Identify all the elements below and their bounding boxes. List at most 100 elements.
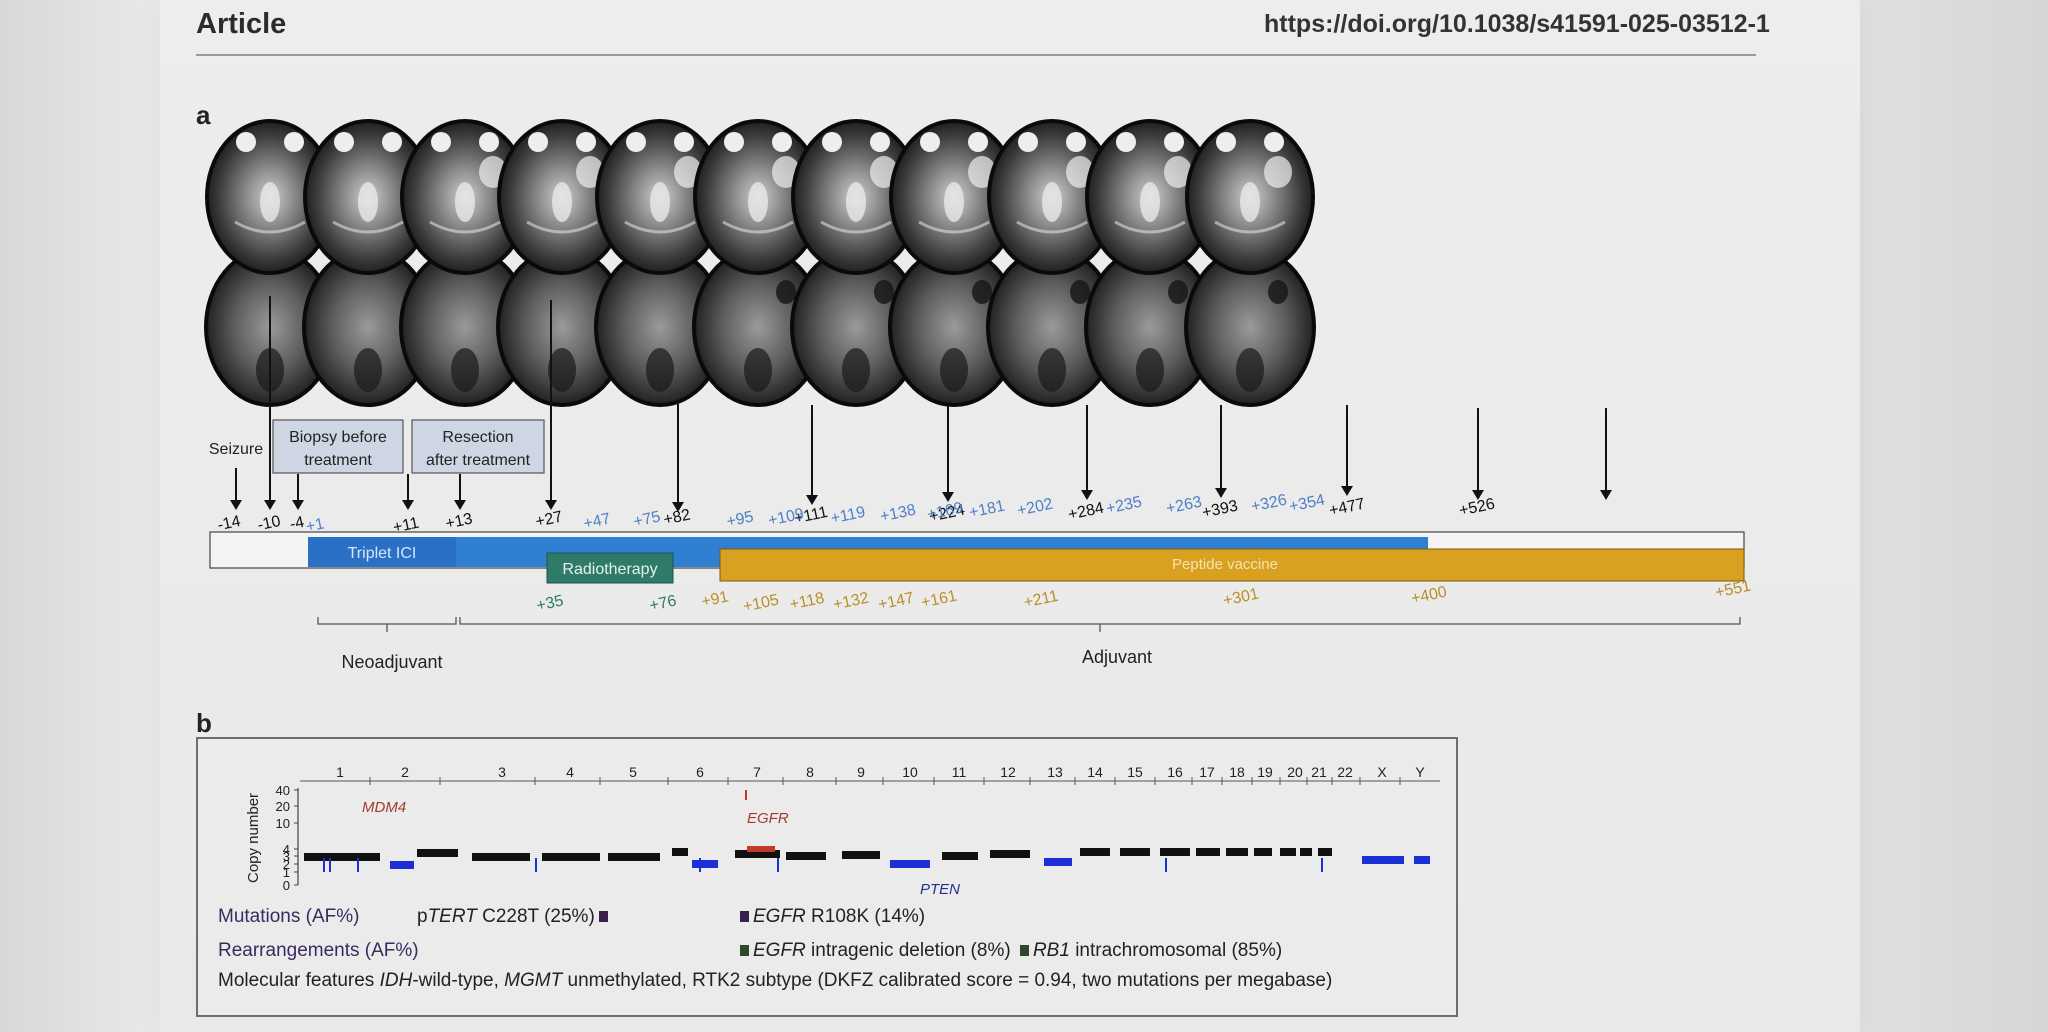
chromosome-label: 12: [1000, 764, 1016, 780]
cn-segment-14: [990, 850, 1030, 858]
mri-scan-5: [594, 119, 726, 407]
top-day-label: -14: [216, 513, 242, 534]
cn-segment-18: [1160, 848, 1190, 856]
cn-segment-24: [1318, 848, 1332, 856]
panel-b-label: b: [196, 708, 212, 738]
cn-segment-7: [672, 848, 688, 856]
cn-segment-4: [472, 853, 530, 861]
chromosome-label: 17: [1199, 764, 1215, 780]
cn-segment-17: [1120, 848, 1150, 856]
gene-pten-label: PTEN: [920, 881, 960, 898]
doi-link[interactable]: https://doi.org/10.1038/s41591-025-03512…: [1264, 10, 1770, 38]
top-day-label: +82: [662, 506, 692, 528]
mutations-row: Mutations (AF%): [218, 906, 359, 928]
rearrangement-marker-icon: [740, 945, 749, 957]
journal-section-label: Article: [196, 8, 287, 40]
chromosome-label: 5: [629, 764, 637, 780]
molecular-features-row: Molecular features IDH-wild-type, MGMT u…: [218, 970, 1333, 991]
event-seizure-label: Seizure: [209, 441, 263, 458]
chromosome-label: 13: [1047, 764, 1063, 780]
mri-scan-8: [888, 119, 1020, 407]
chromosome-label: 10: [902, 764, 918, 780]
chromosome-label: 7: [753, 764, 761, 780]
mri-scan-3: [399, 119, 531, 407]
chromosome-label: Y: [1415, 764, 1425, 780]
event-biopsy-box: [272, 419, 404, 474]
top-day-label: +11: [392, 515, 421, 537]
rearrangements-row: Rearrangements (AF%): [218, 940, 419, 962]
cn-segment-23: [1300, 848, 1312, 856]
chromosome-label: 1: [336, 764, 344, 780]
neoadjuvant-label: Neoadjuvant: [341, 652, 442, 672]
chromosome-label: 8: [806, 764, 814, 780]
mutation-egfr: EGFR R108K (14%): [740, 906, 925, 928]
chromosome-label: 15: [1127, 764, 1143, 780]
chromosome-label: 4: [566, 764, 574, 780]
cn-segment-11: [842, 851, 880, 859]
treatment-timeline: Seizure Biopsy before treatment Resectio…: [209, 296, 1753, 672]
event-biopsy-line1: Biopsy before: [289, 429, 387, 446]
cn-segment-6: [608, 853, 660, 861]
chromosome-label: 6: [696, 764, 704, 780]
chromosome-label: 3: [498, 764, 506, 780]
y-tick-label: 40: [276, 783, 290, 798]
radiotherapy-label: Radiotherapy: [562, 561, 657, 578]
cn-segment-10: [786, 852, 826, 860]
event-resection-box: [411, 419, 545, 474]
event-biopsy-line2: treatment: [304, 452, 372, 469]
y-tick-label: 20: [276, 799, 290, 814]
top-day-label: +75: [632, 508, 662, 530]
bottom-day-label: +35: [535, 592, 565, 614]
bottom-day-label: +91: [700, 588, 730, 610]
event-boxes: Seizure Biopsy before treatment Resectio…: [209, 419, 545, 474]
gene-mdm4-label: MDM4: [362, 799, 406, 816]
chromosome-label: 11: [952, 764, 967, 780]
genomics-panel: [196, 737, 1458, 1017]
top-day-label: -4: [288, 514, 306, 534]
timeline-arrows: [230, 296, 1612, 512]
chromosome-label: 9: [857, 764, 865, 780]
triplet-ici-label: Triplet ICI: [348, 545, 417, 562]
chromosome-label: 18: [1229, 764, 1245, 780]
top-day-label: +95: [725, 508, 755, 530]
mri-scan-7: [790, 119, 922, 407]
top-day-label: +27: [534, 508, 564, 530]
phase-brackets: [317, 617, 1741, 632]
triplet-ici-bar-highlight: [308, 537, 456, 567]
top-day-label: +13: [444, 510, 474, 532]
mri-scan-2: [302, 119, 434, 407]
cn-segment-26: [1414, 856, 1430, 864]
chromosome-label: 22: [1337, 764, 1353, 780]
y-tick-label: 1: [283, 865, 290, 880]
y-axis-label: Copy number: [245, 793, 262, 883]
cn-segment-2: [390, 861, 414, 869]
peptide-vaccine-label: Peptide vaccine: [1172, 556, 1278, 573]
mri-scan-row: [204, 119, 1316, 407]
y-tick-label: 10: [276, 816, 290, 831]
rearrangement-marker-icon: [1019, 945, 1029, 957]
cn-segment-21: [1254, 848, 1272, 856]
copy-number-segments: [304, 790, 1430, 872]
mri-scan-6: [692, 119, 824, 407]
y-tick-label: 2: [283, 857, 290, 872]
y-tick-label: 0: [283, 878, 290, 893]
adjuvant-label: Adjuvant: [1082, 647, 1152, 667]
radiotherapy-bar: [546, 552, 674, 584]
cn-segment-22: [1280, 848, 1296, 856]
bottom-day-label: +76: [648, 592, 678, 614]
cn-segment-9: [735, 850, 780, 858]
cn-segment-16: [1080, 848, 1110, 856]
mutations-label: Mutations (AF%): [218, 906, 360, 927]
mutation-marker-icon: [740, 911, 749, 923]
top-day-label: +47: [582, 510, 612, 532]
panel-a-label: a: [196, 100, 211, 130]
chromosome-label: 19: [1257, 764, 1273, 780]
top-day-label: +1: [304, 515, 325, 535]
chromosome-label: 21: [1311, 764, 1327, 780]
egfr-gain-segment: [747, 846, 775, 852]
cn-segment-12: [890, 860, 930, 868]
chromosome-labels: 1 2 3 4 5 6 7 8 9 10 11 12 13 14 15 16 17 18 19 20 21 22 X Y: [300, 764, 1440, 785]
chromosome-label: 2: [401, 764, 409, 780]
event-resection-line2: after treatment: [426, 452, 531, 469]
header-divider: [196, 54, 1756, 56]
